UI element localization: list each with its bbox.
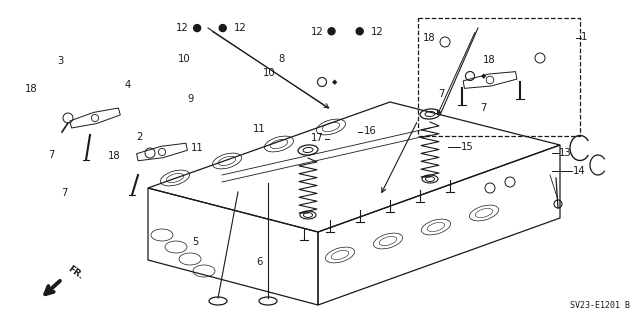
Text: SV23-E1201 B: SV23-E1201 B [570,301,630,310]
Text: 7: 7 [61,188,67,198]
Text: 1: 1 [581,32,588,42]
Text: 12: 12 [310,27,323,37]
Text: 11: 11 [253,124,266,134]
Text: 12: 12 [371,27,384,37]
Text: 12: 12 [234,23,246,33]
Text: 7: 7 [480,103,486,114]
Text: 8: 8 [278,54,285,64]
Text: 3: 3 [58,56,64,66]
Text: 12: 12 [176,23,189,33]
Text: 2: 2 [136,132,143,142]
Text: 13: 13 [559,148,572,158]
Text: 18: 18 [483,55,496,65]
Text: 17: 17 [310,133,323,143]
Text: 18: 18 [422,33,435,43]
Circle shape [328,28,335,35]
Text: 9: 9 [187,94,193,104]
Text: 5: 5 [192,237,198,248]
Text: FR.: FR. [66,264,84,281]
Circle shape [356,28,363,35]
Circle shape [194,25,200,32]
Text: ◆: ◆ [332,79,338,85]
Text: 18: 18 [24,84,37,94]
Text: 6: 6 [256,256,262,267]
Text: 11: 11 [191,143,204,153]
Text: 16: 16 [364,126,376,137]
Text: 7: 7 [49,150,55,160]
Text: 7: 7 [438,89,445,99]
Text: 4: 4 [125,79,131,90]
Text: 10: 10 [178,54,191,64]
Text: 10: 10 [262,68,275,78]
Circle shape [220,25,226,32]
Text: 18: 18 [108,151,120,161]
Text: 15: 15 [461,142,474,152]
Text: ◆: ◆ [481,73,486,79]
Text: 14: 14 [573,166,586,176]
